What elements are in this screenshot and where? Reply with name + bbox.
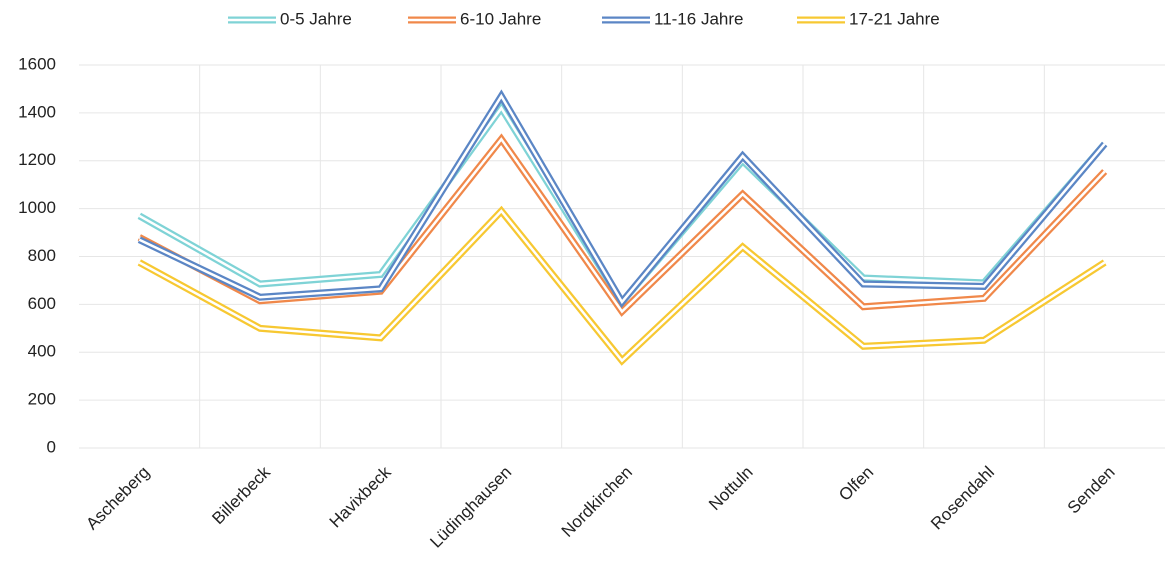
line-inner [138, 93, 1106, 305]
y-tick-label: 400 [28, 342, 56, 361]
line [137, 101, 1108, 308]
x-tick-label: Nottuln [705, 463, 757, 515]
y-tick-label: 0 [47, 437, 56, 456]
x-tick-label: Olfen [835, 463, 877, 505]
x-tick-label: Billerbeck [208, 462, 274, 528]
x-tick-label: Lüdinghausen [426, 463, 515, 552]
y-tick-label: 1000 [18, 198, 56, 217]
x-tick-label: Nordkirchen [558, 463, 636, 541]
x-tick-label: Rosendahl [927, 463, 998, 534]
y-tick-label: 600 [28, 294, 56, 313]
y-tick-label: 1200 [18, 150, 56, 169]
legend-label: 11-16 Jahre [654, 9, 743, 28]
y-tick-label: 1600 [18, 54, 56, 73]
line [137, 89, 1108, 309]
x-tick-label: Senden [1064, 463, 1119, 518]
line-inner [138, 209, 1106, 363]
x-tick-label: Havixbeck [326, 462, 395, 531]
legend-label: 17-21 Jahre [849, 9, 940, 28]
y-tick-label: 800 [28, 246, 56, 265]
x-tick-label: Ascheberg [82, 463, 153, 534]
line-inner [138, 105, 1106, 305]
legend-label: 0-5 Jahre [280, 9, 352, 28]
y-tick-label: 1400 [18, 102, 56, 121]
y-tick-label: 200 [28, 390, 56, 409]
legend-label: 6-10 Jahre [460, 9, 541, 28]
